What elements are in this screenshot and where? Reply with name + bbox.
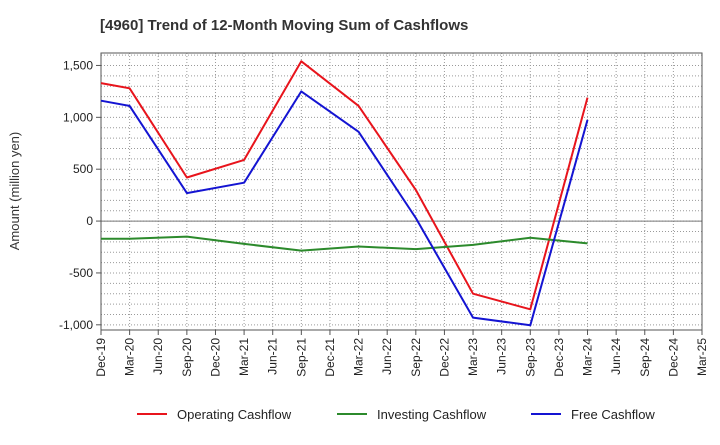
series-line-investing-cashflow	[101, 235, 588, 252]
x-tick-label: Dec-23	[552, 338, 566, 377]
x-tick-label: Mar-20	[123, 338, 137, 376]
x-tick-label: Dec-22	[437, 338, 451, 377]
series-lines	[100, 60, 589, 327]
y-tick-label: 1,500	[63, 58, 93, 72]
x-tick-label: Jun-22	[380, 338, 394, 375]
chart-title: [4960] Trend of 12-Month Moving Sum of C…	[100, 17, 468, 34]
series-line-operating-cashflow	[100, 60, 589, 311]
x-tick-label: Sep-23	[523, 338, 537, 377]
x-tick-label: Sep-20	[180, 338, 194, 377]
x-tick-label: Jun-23	[495, 338, 509, 375]
x-tick-label: Dec-24	[666, 338, 680, 377]
x-tick-label: Dec-20	[208, 338, 222, 377]
legend-label: Operating Cashflow	[177, 407, 292, 422]
x-tick-label: Jun-21	[266, 338, 280, 375]
legend: Operating Cashflow Investing Cashflow Free…	[137, 407, 655, 422]
x-tick-label: Sep-21	[294, 338, 308, 377]
x-tick-label: Mar-24	[581, 338, 595, 376]
x-tick-label: Mar-25	[695, 338, 709, 376]
y-tick-label: -500	[69, 266, 93, 280]
y-axis-label: Amount (million yen)	[7, 132, 22, 251]
x-tick-label: Mar-21	[237, 338, 251, 376]
x-tick-label: Sep-22	[409, 338, 423, 377]
axes: -1,000 -500 0 500 1,000 1,500 Dec-19 Mar-20 Jun-…	[59, 52, 709, 377]
legend-label: Free Cashflow	[571, 407, 655, 422]
y-tick-label: 500	[73, 162, 93, 176]
x-tick-label: Sep-24	[638, 338, 652, 377]
x-tick-label: Jun-24	[609, 338, 623, 375]
legend-label: Investing Cashflow	[377, 407, 487, 422]
series-line-free-cashflow	[100, 90, 589, 327]
x-tick-label: Mar-22	[352, 338, 366, 376]
x-tick-label: Dec-21	[323, 338, 337, 377]
x-tick-label: Dec-19	[94, 338, 108, 377]
x-tick-label: Mar-23	[466, 338, 480, 376]
grid-lines	[101, 53, 702, 330]
y-tick-label: -1,000	[59, 318, 93, 332]
y-tick-label: 1,000	[63, 110, 93, 124]
x-tick-label: Jun-20	[151, 338, 165, 375]
plot-frame	[100, 52, 703, 331]
y-tick-label: 0	[86, 214, 93, 228]
